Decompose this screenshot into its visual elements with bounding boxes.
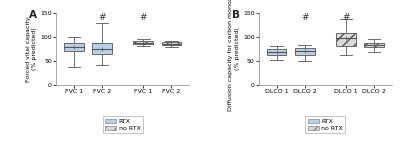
- Text: #: #: [301, 13, 308, 22]
- Y-axis label: Diffusion capacity for carbon monoxide
(% predicted): Diffusion capacity for carbon monoxide (…: [228, 0, 240, 111]
- Bar: [295, 48, 314, 55]
- Legend: RTX, no RTX: RTX, no RTX: [305, 116, 345, 133]
- Text: A: A: [29, 10, 37, 20]
- Bar: [64, 43, 84, 51]
- Bar: [92, 43, 112, 54]
- Bar: [364, 43, 384, 47]
- Text: #: #: [342, 13, 350, 22]
- Legend: RTX, no RTX: RTX, no RTX: [103, 116, 143, 133]
- Bar: [162, 42, 181, 45]
- Text: B: B: [232, 10, 240, 20]
- Bar: [336, 33, 356, 46]
- Text: #: #: [98, 13, 106, 22]
- Bar: [134, 41, 153, 44]
- Y-axis label: Forced vital capacity
(% predicted): Forced vital capacity (% predicted): [26, 16, 38, 82]
- Bar: [267, 49, 286, 55]
- Text: #: #: [140, 13, 147, 22]
